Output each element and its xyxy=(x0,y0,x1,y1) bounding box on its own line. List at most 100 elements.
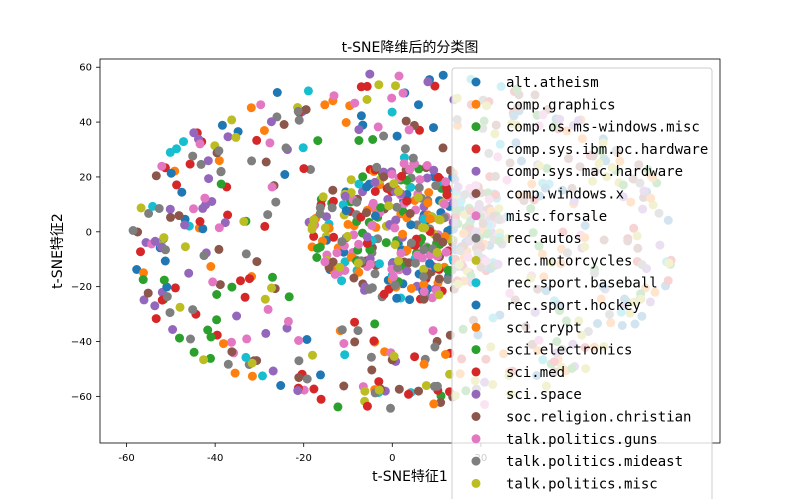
data-point xyxy=(263,210,273,220)
data-point xyxy=(404,389,413,399)
data-point xyxy=(151,171,161,181)
data-point xyxy=(387,93,397,103)
data-point xyxy=(138,275,148,285)
data-point xyxy=(379,172,389,182)
data-point xyxy=(420,223,430,233)
legend-entry: rec.motorcycles xyxy=(506,253,632,269)
data-point xyxy=(165,308,175,318)
y-axis-label: t-SNE特征2 xyxy=(50,213,66,289)
data-point xyxy=(293,386,303,396)
data-point xyxy=(201,200,211,210)
data-point xyxy=(392,202,402,212)
data-point xyxy=(206,262,216,271)
legend-entry: talk.politics.guns xyxy=(506,432,658,448)
data-point xyxy=(294,336,304,345)
data-point xyxy=(246,103,256,113)
data-point xyxy=(398,88,408,98)
data-point xyxy=(320,100,330,110)
data-point xyxy=(283,316,293,326)
data-point xyxy=(370,177,380,187)
data-point xyxy=(392,131,402,141)
data-point xyxy=(203,325,213,335)
y-axis: 60 40 20 0 −20 −40 −60 xyxy=(71,63,100,403)
plot-frame xyxy=(99,58,721,444)
data-point xyxy=(397,171,407,181)
data-point xyxy=(261,157,271,167)
data-point xyxy=(223,210,233,220)
data-point xyxy=(252,135,262,145)
data-point xyxy=(132,265,142,274)
data-point xyxy=(214,244,224,254)
data-point xyxy=(268,366,278,376)
data-point xyxy=(294,356,304,366)
data-point xyxy=(398,229,408,239)
legend-marker xyxy=(471,122,481,132)
data-point xyxy=(166,168,176,178)
data-point xyxy=(443,275,453,285)
data-point xyxy=(309,231,319,241)
data-point xyxy=(419,280,429,289)
data-point xyxy=(302,335,312,344)
data-point xyxy=(392,293,402,303)
data-point xyxy=(227,282,237,292)
data-point xyxy=(387,169,397,179)
data-point xyxy=(219,339,228,349)
data-point xyxy=(231,132,241,142)
legend-marker xyxy=(471,478,481,488)
data-point xyxy=(294,373,304,382)
data-point xyxy=(280,170,290,179)
data-point xyxy=(128,226,138,235)
legend: alt.atheism comp.graphics comp.os.ms-windo… xyxy=(451,67,713,499)
data-point xyxy=(189,347,199,357)
data-point xyxy=(332,248,342,258)
data-point xyxy=(337,237,347,247)
data-point xyxy=(217,120,227,130)
legend-entry: sci.electronics xyxy=(506,343,632,359)
data-point xyxy=(333,402,343,412)
data-point xyxy=(306,165,315,174)
data-point xyxy=(421,381,431,391)
data-point xyxy=(170,283,180,293)
data-point xyxy=(267,283,276,293)
data-point xyxy=(189,204,198,214)
data-point xyxy=(406,284,416,293)
data-point xyxy=(430,81,440,91)
data-point xyxy=(431,181,441,191)
legend-marker xyxy=(471,255,481,265)
data-point xyxy=(393,263,403,273)
data-point xyxy=(370,211,380,221)
data-point xyxy=(195,217,205,226)
data-point xyxy=(419,264,429,274)
data-point xyxy=(185,159,195,169)
data-point xyxy=(370,269,380,279)
data-point xyxy=(406,182,416,192)
data-point xyxy=(161,245,170,255)
data-point xyxy=(136,247,145,257)
data-point xyxy=(441,247,451,257)
data-point xyxy=(301,105,311,115)
data-point xyxy=(337,325,347,335)
data-point xyxy=(389,179,399,189)
data-point xyxy=(335,262,345,272)
data-point xyxy=(362,238,372,248)
data-point xyxy=(199,355,209,365)
data-point xyxy=(162,292,172,302)
data-point xyxy=(320,223,330,233)
data-point xyxy=(284,292,294,302)
data-point xyxy=(399,159,409,169)
data-point xyxy=(313,136,323,146)
data-point xyxy=(168,325,178,334)
data-point xyxy=(160,256,170,266)
data-point xyxy=(353,258,363,268)
data-point xyxy=(413,192,423,202)
data-point xyxy=(394,256,403,266)
data-point xyxy=(362,208,371,218)
data-point xyxy=(362,232,372,242)
legend-box xyxy=(451,67,713,499)
data-point xyxy=(188,305,198,315)
data-point xyxy=(419,294,429,304)
data-point xyxy=(425,258,435,268)
data-point xyxy=(159,275,169,285)
data-point xyxy=(261,328,271,338)
data-point xyxy=(208,277,218,287)
